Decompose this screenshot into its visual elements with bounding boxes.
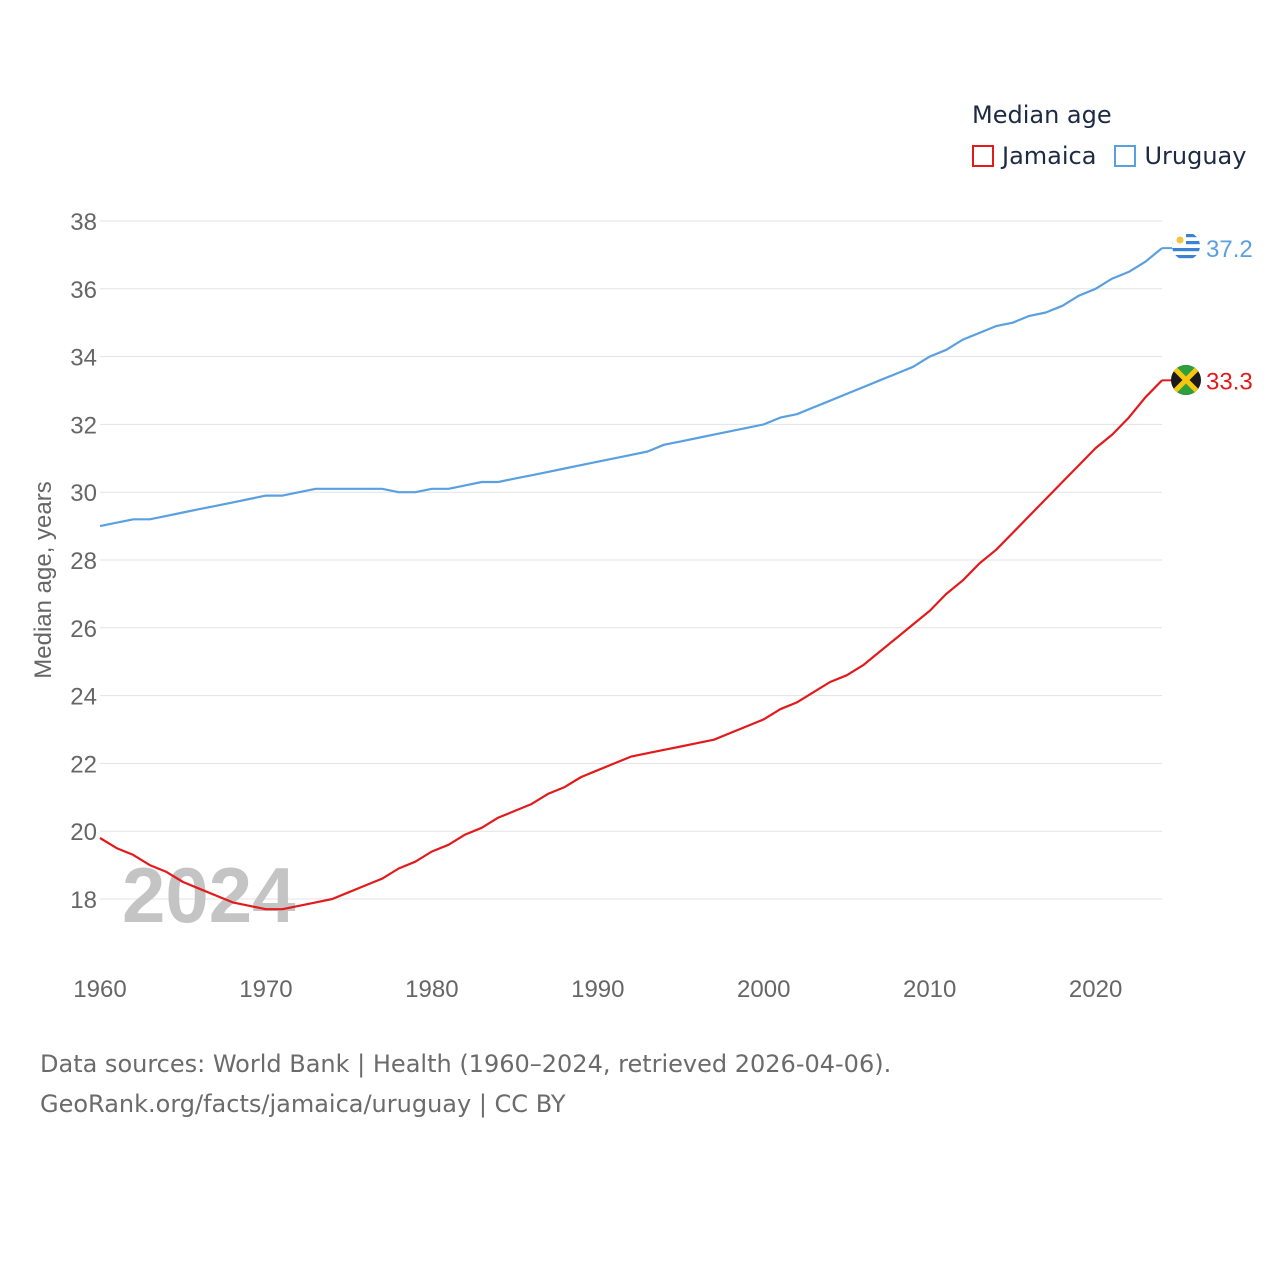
series-layer: 33.3 37.2 (99, 236, 1253, 911)
y-axis-ticks: 18 20 22 24 26 28 30 32 34 36 38 (70, 209, 97, 914)
jamaica-swatch (972, 145, 994, 167)
end-label-uruguay: 37.2 (1206, 236, 1253, 263)
series-line-jamaica (99, 379, 1163, 911)
jamaica-flag-icon (1171, 365, 1201, 395)
legend-title: Median age (972, 101, 1112, 129)
y-tick-label-18: 18 (70, 887, 97, 914)
y-tick-label-36: 36 (70, 277, 97, 304)
y-tick-label-32: 32 (70, 412, 97, 439)
x-tick-label-2010: 2010 (903, 976, 956, 1003)
x-tick-label-1960: 1960 (73, 976, 126, 1003)
y-tick-label-34: 34 (70, 345, 97, 372)
legend: Jamaica Uruguay (972, 142, 1264, 170)
series-line-uruguay (99, 247, 1163, 528)
x-axis-ticks: 1960 1970 1980 1990 2000 2010 2020 (73, 976, 1122, 1003)
x-tick-label-1980: 1980 (405, 976, 458, 1003)
y-tick-label-20: 20 (70, 819, 97, 846)
uruguay-flag-icon (1172, 232, 1200, 260)
end-markers (1171, 232, 1201, 395)
legend-item-uruguay[interactable]: Uruguay (1114, 142, 1246, 170)
legend-label-uruguay: Uruguay (1144, 142, 1247, 170)
legend-item-jamaica[interactable]: Jamaica (972, 142, 1096, 170)
y-tick-label-22: 22 (70, 751, 97, 778)
uruguay-swatch (1114, 145, 1137, 167)
legend-label-jamaica: Jamaica (1002, 142, 1097, 170)
end-label-jamaica: 33.3 (1206, 368, 1253, 395)
x-tick-label-1990: 1990 (571, 976, 624, 1003)
y-tick-label-28: 28 (70, 548, 97, 575)
y-tick-label-26: 26 (70, 616, 97, 643)
y-tick-label-30: 30 (70, 480, 97, 507)
y-tick-label-24: 24 (70, 684, 97, 711)
x-tick-label-2000: 2000 (737, 976, 790, 1003)
source-line-2[interactable]: GeoRank.org/facts/jamaica/uruguay | CC B… (40, 1090, 566, 1118)
gridlines (100, 220, 1162, 900)
source-line-1: Data sources: World Bank | Health (1960–… (40, 1050, 892, 1078)
y-axis-label: Median age, years (30, 481, 57, 678)
x-tick-label-2020: 2020 (1069, 976, 1122, 1003)
x-tick-label-1970: 1970 (239, 976, 292, 1003)
source-note: Data sources: World Bank | Health (1960–… (40, 1044, 891, 1124)
y-tick-label-38: 38 (70, 209, 97, 236)
